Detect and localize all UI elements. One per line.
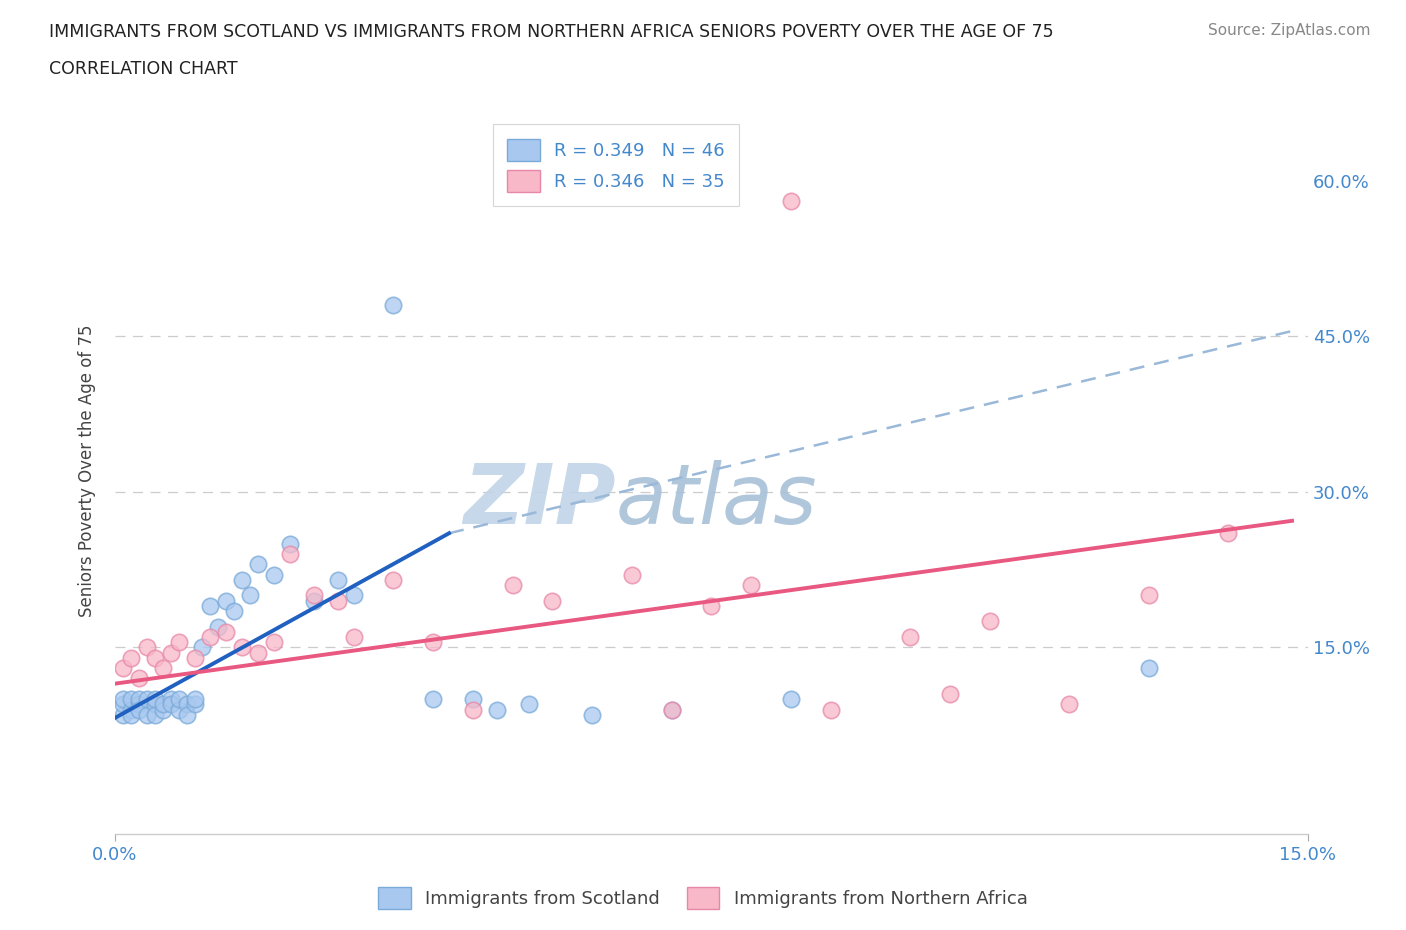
Point <box>382 298 405 312</box>
Point <box>135 692 157 707</box>
Text: ZIP: ZIP <box>464 459 616 540</box>
Point <box>120 708 142 723</box>
Point <box>422 692 444 707</box>
Point <box>200 598 222 613</box>
Point <box>780 692 803 707</box>
Point <box>111 660 134 675</box>
Point <box>176 708 198 723</box>
Point <box>263 634 285 649</box>
Point <box>111 692 134 707</box>
Point <box>278 537 301 551</box>
Point <box>231 640 253 655</box>
Point <box>120 650 142 665</box>
Point <box>1137 588 1160 603</box>
Point <box>342 630 364 644</box>
Point <box>620 567 643 582</box>
Point <box>224 604 246 618</box>
Point <box>128 692 150 707</box>
Point <box>111 708 134 723</box>
Point <box>820 702 842 717</box>
Point <box>128 671 150 686</box>
Point <box>159 692 181 707</box>
Point <box>422 634 444 649</box>
Point <box>215 624 238 639</box>
Point <box>183 650 205 665</box>
Point <box>326 593 349 608</box>
Point <box>120 692 142 707</box>
Point <box>898 630 921 644</box>
Point <box>143 708 166 723</box>
Point <box>1059 697 1081 711</box>
Point <box>517 697 540 711</box>
Point <box>159 697 181 711</box>
Point <box>485 702 508 717</box>
Point <box>159 645 181 660</box>
Point <box>382 573 405 588</box>
Point <box>740 578 762 592</box>
Point <box>167 692 190 707</box>
Point <box>780 194 803 209</box>
Point <box>326 573 349 588</box>
Point <box>135 640 157 655</box>
Point <box>183 697 205 711</box>
Point <box>461 702 484 717</box>
Point <box>278 547 301 562</box>
Point <box>342 588 364 603</box>
Point <box>461 692 484 707</box>
Legend: R = 0.349   N = 46, R = 0.346   N = 35: R = 0.349 N = 46, R = 0.346 N = 35 <box>494 125 740 206</box>
Point <box>135 708 157 723</box>
Point <box>939 686 962 701</box>
Point <box>120 702 142 717</box>
Point <box>207 619 229 634</box>
Point <box>215 593 238 608</box>
Text: atlas: atlas <box>616 459 818 540</box>
Point <box>176 697 198 711</box>
Point <box>239 588 262 603</box>
Point <box>167 702 190 717</box>
Point <box>541 593 564 608</box>
Text: IMMIGRANTS FROM SCOTLAND VS IMMIGRANTS FROM NORTHERN AFRICA SENIORS POVERTY OVER: IMMIGRANTS FROM SCOTLAND VS IMMIGRANTS F… <box>49 23 1054 41</box>
Point <box>143 650 166 665</box>
Point <box>247 645 270 660</box>
Point <box>183 692 205 707</box>
Point <box>152 660 174 675</box>
Point <box>302 588 325 603</box>
Point <box>1218 525 1240 540</box>
Y-axis label: Seniors Poverty Over the Age of 75: Seniors Poverty Over the Age of 75 <box>79 325 96 618</box>
Point <box>128 697 150 711</box>
Point <box>111 697 134 711</box>
Point <box>128 702 150 717</box>
Point <box>231 573 253 588</box>
Point <box>979 614 1001 629</box>
Point <box>502 578 524 592</box>
Text: CORRELATION CHART: CORRELATION CHART <box>49 60 238 78</box>
Point <box>661 702 683 717</box>
Point <box>263 567 285 582</box>
Point <box>581 708 603 723</box>
Point <box>661 702 683 717</box>
Point <box>191 640 214 655</box>
Point <box>143 692 166 707</box>
Point <box>152 697 174 711</box>
Point <box>152 702 174 717</box>
Point <box>1137 660 1160 675</box>
Text: Source: ZipAtlas.com: Source: ZipAtlas.com <box>1208 23 1371 38</box>
Point <box>700 598 723 613</box>
Point <box>302 593 325 608</box>
Legend: Immigrants from Scotland, Immigrants from Northern Africa: Immigrants from Scotland, Immigrants fro… <box>371 880 1035 916</box>
Point <box>143 697 166 711</box>
Point <box>167 634 190 649</box>
Point <box>200 630 222 644</box>
Point <box>247 557 270 572</box>
